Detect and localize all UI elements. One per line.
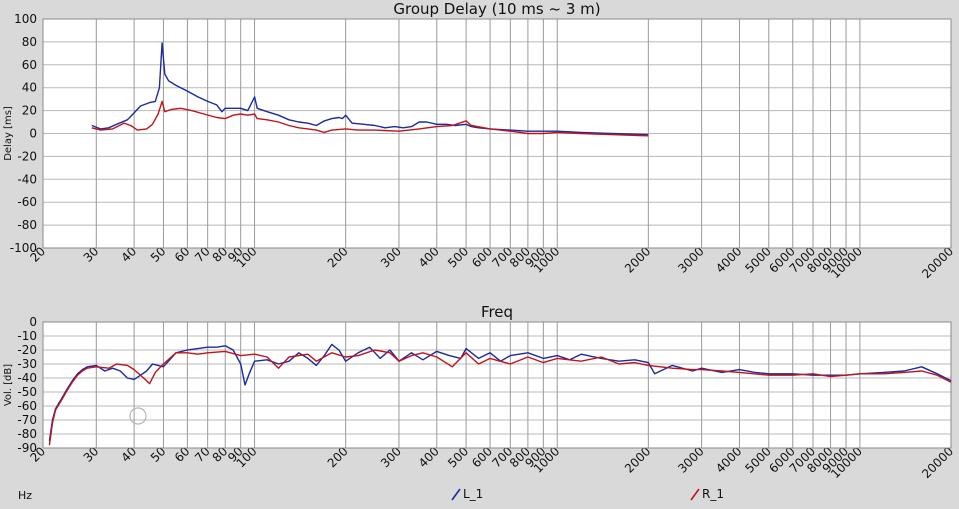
y-tick-label: -10 [17,329,37,343]
legend-item-l1[interactable]: L_1 [451,485,483,503]
y-tick-label: -100 [10,241,37,255]
x-tick-label: 20000 [919,244,956,281]
x-unit-label: Hz [18,489,33,502]
y-tick-label: -80 [17,427,37,441]
x-tick-label: 2000 [622,244,653,275]
y-tick-label: -40 [17,371,37,385]
series-line-r_1 [91,100,649,137]
y-axis-label: Vol. [dB] [3,364,14,406]
y-tick-label: 80 [22,35,37,49]
series-line-l_1 [91,42,649,136]
legend-label: R_1 [702,487,724,501]
chart-title: Group Delay (10 ms ~ 3 m) [393,0,600,18]
x-tick-label: 2000 [622,444,653,475]
y-tick-label: -30 [17,357,37,371]
x-tick-label: 3000 [675,444,706,475]
y-tick-label: -50 [17,385,37,399]
y-tick-label: -60 [17,195,37,209]
legend-line-icon [451,487,463,501]
y-tick-label: -20 [17,149,37,163]
x-tick-label: 5000 [742,244,773,275]
y-tick-label: -60 [17,399,37,413]
y-tick-label: -70 [17,413,37,427]
plot-area [43,322,951,448]
x-tick-label: 4000 [713,444,744,475]
x-tick-label: 5000 [742,444,773,475]
y-tick-label: 60 [22,58,37,72]
y-tick-label: -80 [17,218,37,232]
plot-border [42,321,952,449]
y-tick-label: -90 [17,441,37,455]
x-tick-label: 4000 [713,244,744,275]
x-tick-label: 3000 [675,244,706,275]
y-tick-label: 100 [14,12,37,26]
touch-indicator-icon [129,407,147,425]
y-tick-label: 20 [22,104,37,118]
y-axis-label: Delay [ms] [3,106,14,161]
plot-border [42,18,952,249]
y-tick-label: 0 [29,127,37,141]
y-tick-label: -40 [17,172,37,186]
legend-line-icon [690,487,702,501]
y-tick-label: 0 [29,315,37,329]
legend-label: L_1 [463,487,484,501]
series-line-r_1 [48,349,952,446]
x-tick-label: 20000 [919,444,956,481]
y-tick-label: -20 [17,343,37,357]
legend-item-r1[interactable]: R_1 [690,485,724,503]
chart-title: Freq [481,303,513,321]
y-tick-label: 40 [22,81,37,95]
